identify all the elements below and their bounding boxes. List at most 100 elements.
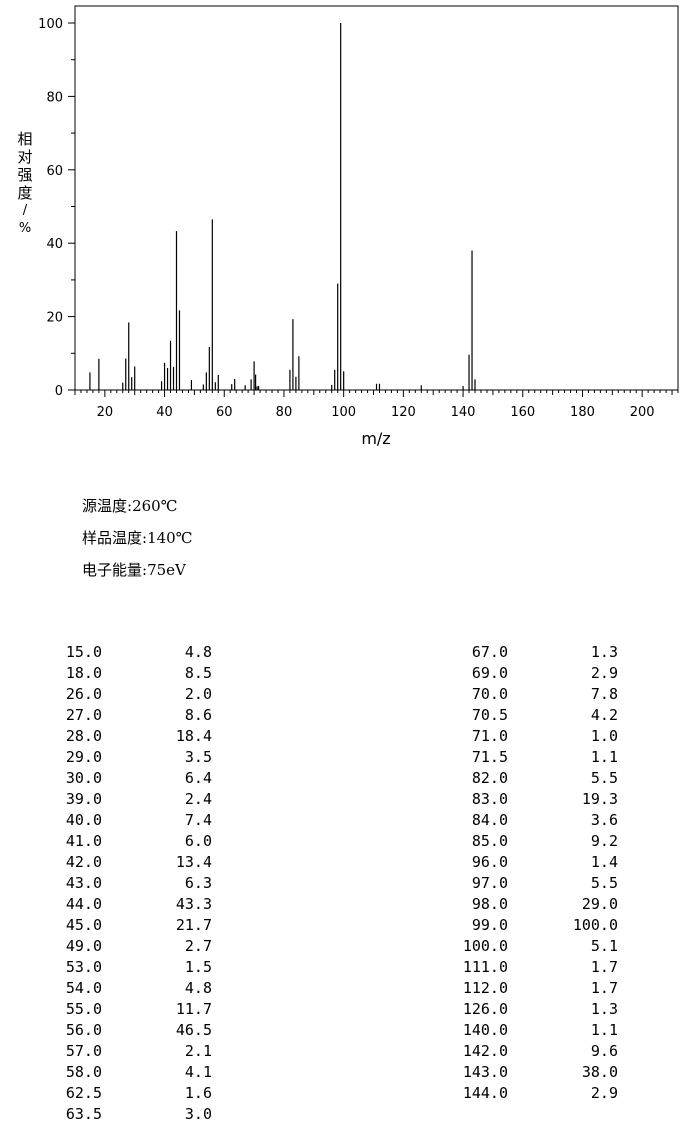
peak-abundance: 100.0	[572, 916, 618, 934]
peak-table-row: 97.0 5.5	[460, 873, 620, 894]
peak-mz: 71.5	[471, 748, 508, 766]
peak-mz: 143.0	[462, 1063, 508, 1081]
peak-table-row: 67.0 1.3	[460, 642, 620, 663]
peak-mz: 39.0	[65, 790, 102, 808]
peak-table-row: 63.5 3.0	[58, 1104, 214, 1125]
peak-table-row: 62.5 1.6	[58, 1083, 214, 1104]
peak-abundance: 1.7	[590, 958, 618, 976]
peak-mz: 26.0	[65, 685, 102, 703]
peak-abundance: 1.3	[590, 643, 618, 661]
x-tick-label: 20	[97, 405, 114, 420]
peak-abundance: 9.6	[590, 1042, 618, 1060]
peak-table-row: 112.0 1.7	[460, 978, 620, 999]
peak-mz: 54.0	[65, 979, 102, 997]
peak-table-row: 98.0 29.0	[460, 894, 620, 915]
x-tick-label: 80	[276, 405, 293, 420]
x-tick-label: 140	[451, 405, 476, 420]
y-axis-title-char: /	[22, 203, 28, 218]
y-axis-title-char: 度	[17, 184, 33, 202]
peak-mz: 43.0	[65, 874, 102, 892]
peak-table-row: 58.0 4.1	[58, 1062, 214, 1083]
peak-table-row: 27.0 8.6	[58, 705, 214, 726]
condition-label: 样品温度:	[82, 529, 148, 547]
peak-table-row: 44.0 43.3	[58, 894, 214, 915]
peak-mz: 63.5	[65, 1105, 102, 1123]
y-tick-label: 20	[46, 311, 63, 326]
peak-table-row: 45.0 21.7	[58, 915, 214, 936]
peak-mz: 142.0	[462, 1042, 508, 1060]
peak-abundance: 43.3	[175, 895, 212, 913]
y-tick-label: 80	[46, 90, 63, 105]
peak-abundance: 13.4	[175, 853, 212, 871]
peak-mz: 53.0	[65, 958, 102, 976]
peak-abundance: 11.7	[175, 1000, 212, 1018]
x-tick-label: 100	[331, 405, 356, 420]
peak-table-row: 53.0 1.5	[58, 957, 214, 978]
peak-table-row: 57.0 2.1	[58, 1041, 214, 1062]
peak-mz: 97.0	[471, 874, 508, 892]
peak-abundance: 7.4	[184, 811, 212, 829]
peak-table-row: 84.0 3.6	[460, 810, 620, 831]
peak-table-row: 56.0 46.5	[58, 1020, 214, 1041]
peak-mz: 83.0	[471, 790, 508, 808]
electron-energy: 电子能量:75eV	[82, 559, 186, 580]
peak-mz: 70.0	[471, 685, 508, 703]
peak-table-row: 43.0 6.3	[58, 873, 214, 894]
peak-mz: 71.0	[471, 727, 508, 745]
peak-table-row: 26.0 2.0	[58, 684, 214, 705]
y-axis-title-char: %	[18, 221, 32, 236]
peak-abundance: 1.3	[590, 1000, 618, 1018]
x-tick-label: 180	[570, 405, 595, 420]
y-axis-title-char: 相	[17, 130, 33, 148]
peak-table-row: 49.0 2.7	[58, 936, 214, 957]
peak-abundance: 4.8	[184, 643, 212, 661]
plot-frame	[74, 5, 679, 391]
y-axis-title-char: 强	[17, 166, 33, 184]
peak-table-row: 71.5 1.1	[460, 747, 620, 768]
peak-mz: 28.0	[65, 727, 102, 745]
peak-table-row: 69.0 2.9	[460, 663, 620, 684]
peak-table-row: 143.0 38.0	[460, 1062, 620, 1083]
peak-mz: 100.0	[462, 937, 508, 955]
peak-abundance: 6.4	[184, 769, 212, 787]
peak-table-row: 142.0 9.6	[460, 1041, 620, 1062]
x-tick-label: 160	[510, 405, 535, 420]
peak-table-row: 82.0 5.5	[460, 768, 620, 789]
peak-abundance: 2.9	[590, 1084, 618, 1102]
peak-mz: 144.0	[462, 1084, 508, 1102]
y-tick-label: 100	[38, 17, 63, 32]
x-tick-label: 200	[630, 405, 655, 420]
peak-bars	[89, 23, 476, 390]
peak-mz: 111.0	[462, 958, 508, 976]
peak-abundance: 4.1	[184, 1063, 212, 1081]
peak-table-row: 39.0 2.4	[58, 789, 214, 810]
peak-abundance: 4.8	[184, 979, 212, 997]
y-axis-title: 相 对 强 度 / %	[14, 130, 36, 238]
peak-abundance: 8.6	[184, 706, 212, 724]
peak-mz: 126.0	[462, 1000, 508, 1018]
peak-mz: 44.0	[65, 895, 102, 913]
peak-table-row: 40.0 7.4	[58, 810, 214, 831]
peak-abundance: 46.5	[175, 1021, 212, 1039]
y-tick-label: 60	[46, 164, 63, 179]
peak-mz: 58.0	[65, 1063, 102, 1081]
x-axis: 20 40 60 80 100 120 140 160 180 200	[74, 390, 679, 420]
peak-abundance: 1.0	[590, 727, 618, 745]
peak-abundance: 1.4	[590, 853, 618, 871]
peak-abundance: 1.5	[184, 958, 212, 976]
condition-label: 源温度:	[82, 497, 133, 515]
peak-abundance: 29.0	[581, 895, 618, 913]
peak-abundance: 1.6	[184, 1084, 212, 1102]
peak-table-row: 30.0 6.4	[58, 768, 214, 789]
peak-abundance: 5.5	[590, 874, 618, 892]
x-axis-title: m/z	[361, 429, 390, 448]
peak-mz: 15.0	[65, 643, 102, 661]
peak-table-row: 15.0 4.8	[58, 642, 214, 663]
peak-table-row: 144.0 2.9	[460, 1083, 620, 1104]
peak-mz: 30.0	[65, 769, 102, 787]
peak-abundance: 1.1	[590, 1021, 618, 1039]
peak-table-row: 54.0 4.8	[58, 978, 214, 999]
peak-abundance: 9.2	[590, 832, 618, 850]
peak-mz: 140.0	[462, 1021, 508, 1039]
peak-abundance: 3.5	[184, 748, 212, 766]
